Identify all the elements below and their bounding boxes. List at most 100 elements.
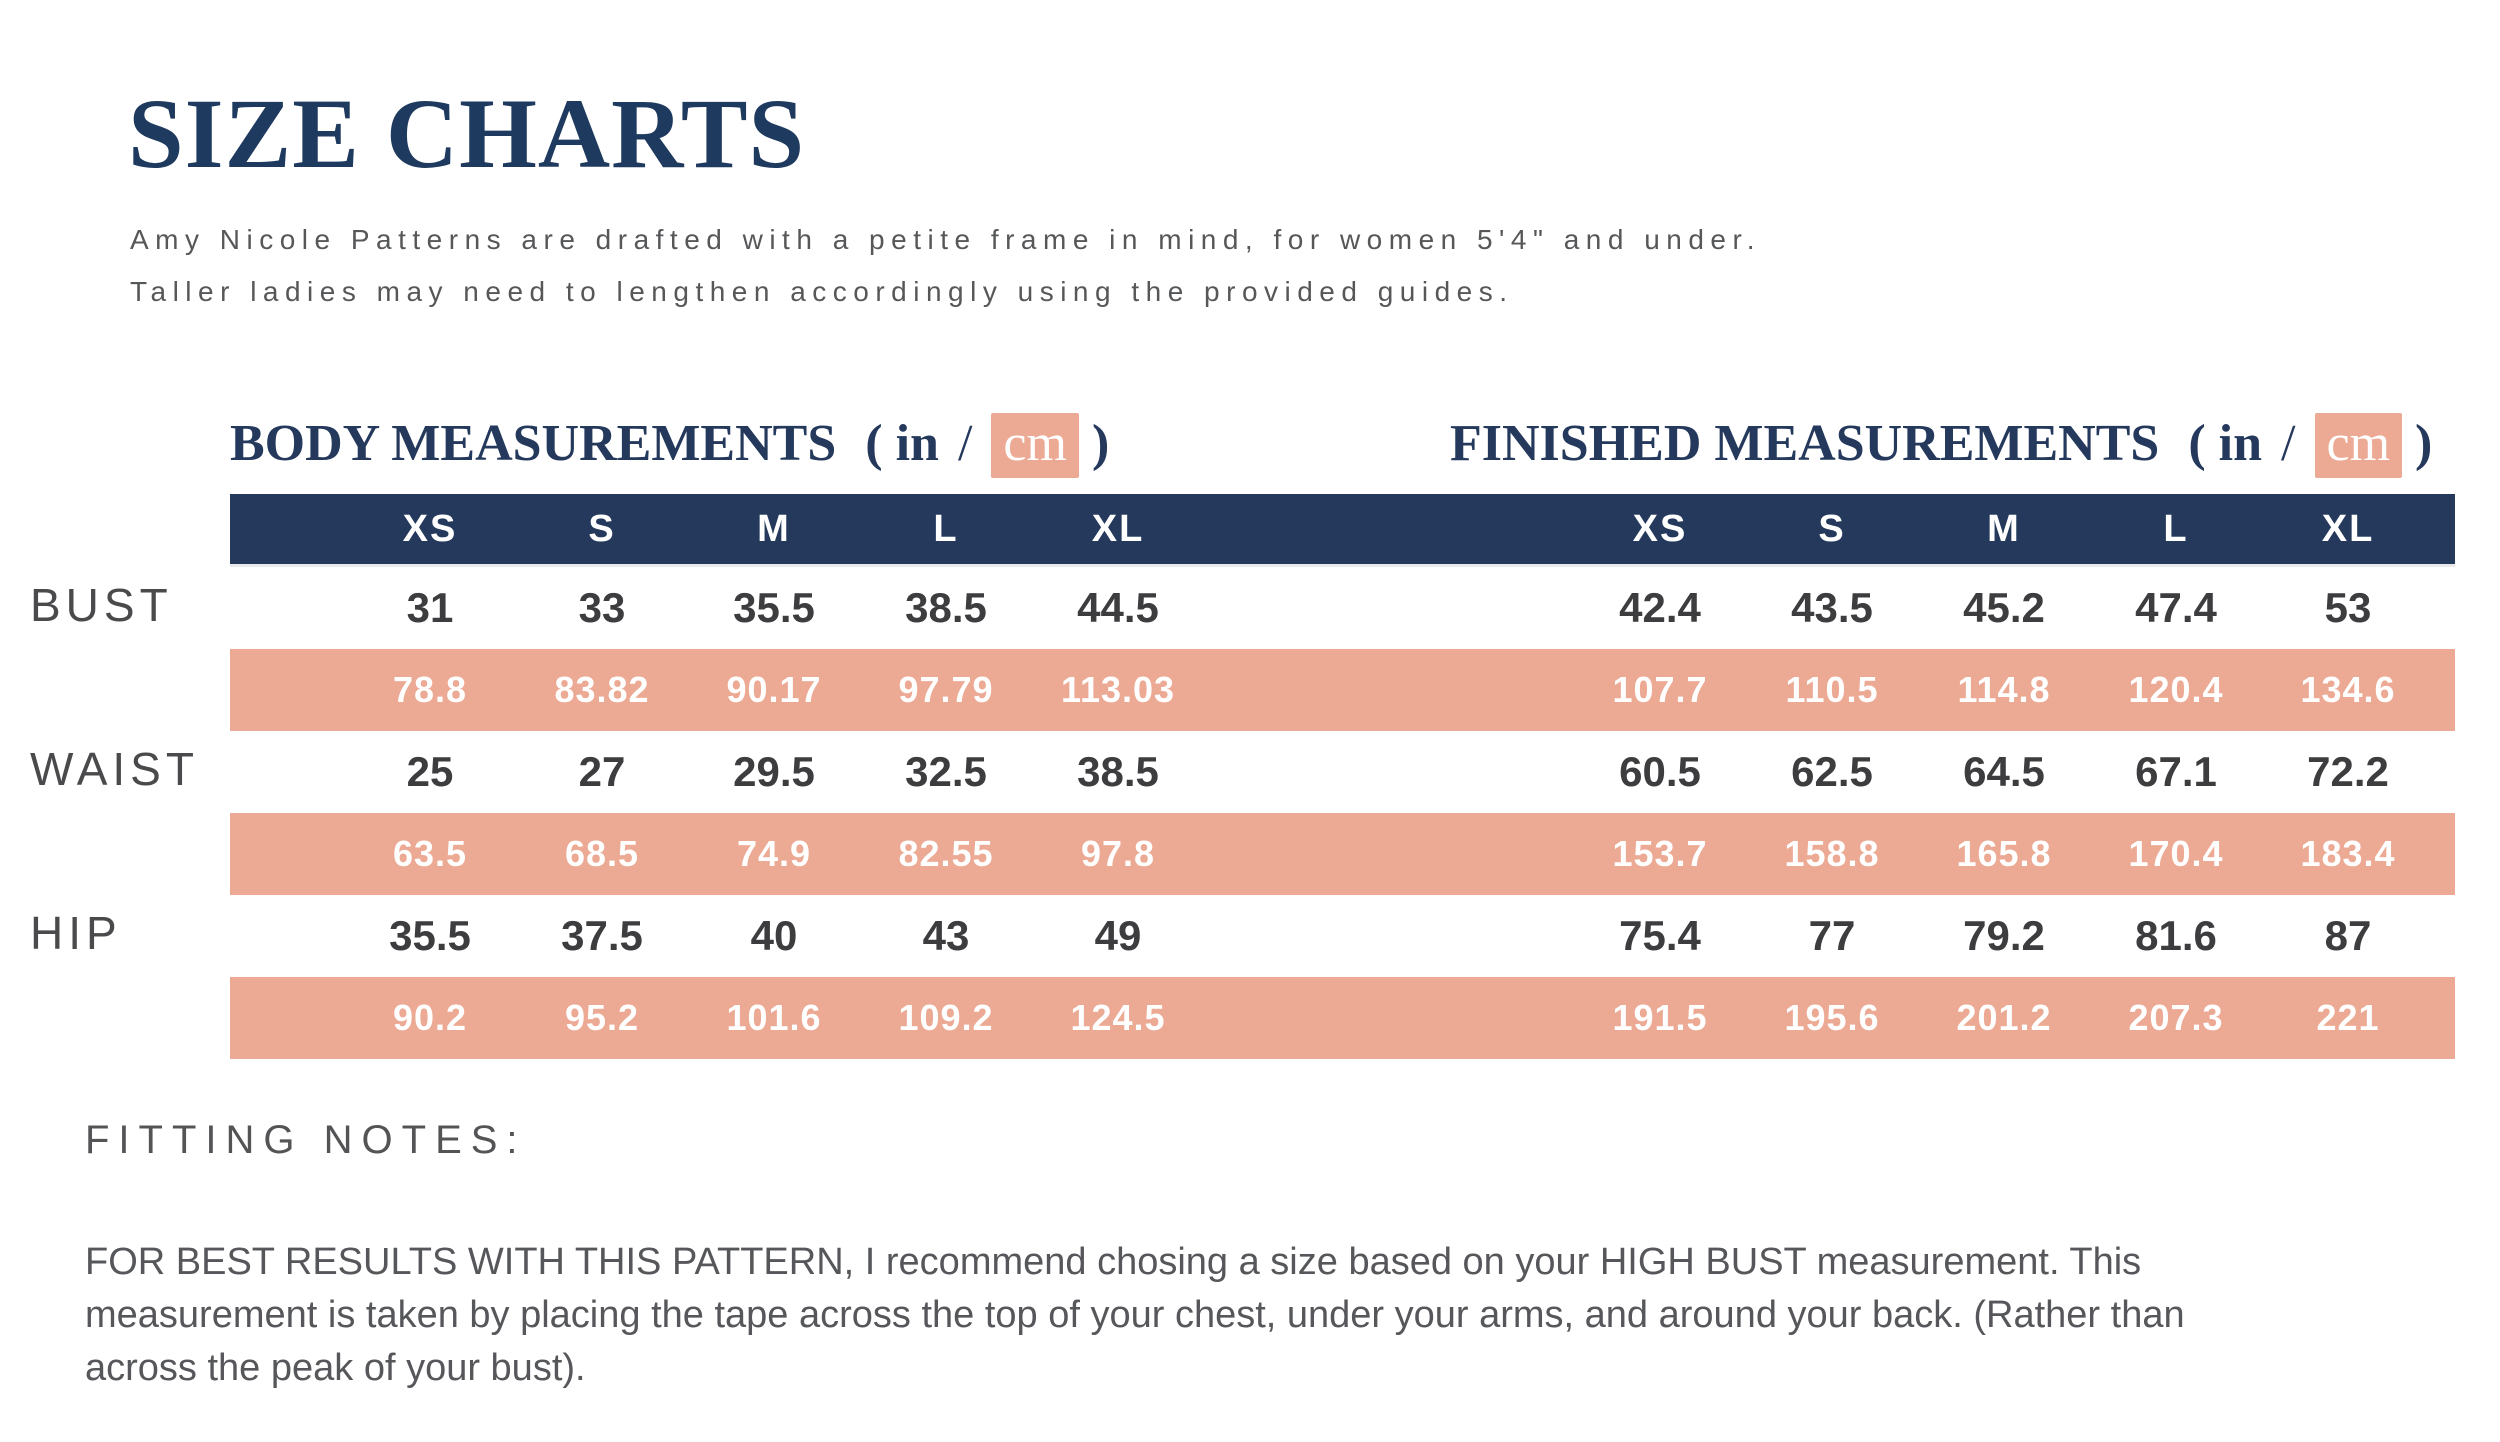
measurement-cell: 35.5 [733, 584, 815, 631]
measurement-cell: 42.4 [1619, 584, 1701, 631]
measurement-cell: 43 [922, 912, 970, 959]
unit-inches-label: in [2218, 415, 2263, 472]
measurement-cell: 114.8 [1957, 669, 2051, 710]
measurement-cell: 74.9 [736, 833, 812, 874]
measurement-cell: 97.8 [1080, 833, 1156, 874]
measurement-cell: 97.79 [898, 669, 994, 710]
paren-close: ) [2415, 415, 2433, 472]
measurement-cell: 90.17 [726, 669, 822, 710]
paren-close: ) [1091, 415, 1110, 472]
size-header-band: XS S M L XL XS S M L XL [230, 494, 2455, 567]
paren-open: ( [2188, 415, 2206, 472]
measurement-cell: 67.1 [2135, 748, 2217, 795]
size-header-s: S [588, 507, 616, 550]
subtitle-line-2: Taller ladies may need to lengthen accor… [130, 276, 1514, 307]
measurement-cell: 60.5 [1619, 748, 1701, 795]
row-label-bust: BUST [30, 579, 173, 631]
row-label-hip: HIP [30, 907, 122, 959]
unit-slash: / [2281, 415, 2296, 472]
measurement-cell: 87 [2324, 912, 2372, 959]
hip-inches-row: 35.5 37.5 40 43 49 75.4 77 79.2 81.6 87 [230, 895, 2455, 977]
measurement-cell: 124.5 [1070, 997, 1166, 1038]
measurement-cell: 82.55 [898, 833, 994, 874]
subtitle-line-1: Amy Nicole Patterns are drafted with a p… [130, 224, 1762, 255]
unit-cm-chip: cm [2314, 413, 2403, 478]
unit-cm-chip: cm [991, 413, 1079, 478]
measurement-cell: 107.7 [1612, 669, 1708, 710]
measurement-cell: 29.5 [733, 748, 815, 795]
measurement-cell: 43.5 [1791, 584, 1873, 631]
fitting-notes-heading: FITTING NOTES: [85, 1118, 527, 1162]
finished-measurements-heading-text: FINISHED MEASUREMENTS [1450, 415, 2160, 472]
measurement-cell: 101.6 [726, 997, 822, 1038]
measurement-cell: 62.5 [1791, 748, 1873, 795]
size-chart-table: XS S M L XL XS S M L XL 31 33 35.5 38.5 … [230, 494, 2455, 1059]
measurement-cell: 170.4 [2128, 833, 2224, 874]
measurement-cell: 120.4 [2128, 669, 2224, 710]
measurement-cell: 90.2 [392, 997, 468, 1038]
measurement-cell: 64.5 [1963, 748, 2045, 795]
measurement-cell: 77 [1808, 912, 1856, 959]
measurement-cell: 47.4 [2135, 584, 2217, 631]
body-measurements-heading: BODY MEASUREMENTS ( in / cm ) [230, 413, 1110, 478]
measurement-cell: 134.6 [2300, 669, 2396, 710]
measurement-cell: 95.2 [564, 997, 640, 1038]
measurement-cell: 221 [2316, 997, 2380, 1038]
size-header-l: L [2163, 507, 2189, 550]
measurement-cell: 113.03 [1060, 669, 1176, 710]
measurement-cell: 191.5 [1612, 997, 1708, 1038]
measurement-cell: 38.5 [905, 584, 987, 631]
fitting-notes-paragraph: FOR BEST RESULTS WITH THIS PATTERN, I re… [85, 1241, 2185, 1389]
measurement-cell: 110.5 [1785, 669, 1879, 710]
measurement-cell: 53 [2324, 584, 2372, 631]
row-label-waist: WAIST [30, 743, 199, 795]
measurement-cell: 72.2 [2307, 748, 2389, 795]
waist-cm-row: 63.5 68.5 74.9 82.55 97.8 153.7 158.8 16… [230, 813, 2455, 895]
measurement-cell: 32.5 [905, 748, 987, 795]
measurement-cell: 37.5 [561, 912, 643, 959]
measurement-cell: 68.5 [564, 833, 640, 874]
size-header-xs: XS [1632, 507, 1688, 550]
measurement-cell: 44.5 [1077, 584, 1159, 631]
measurement-cell: 78.8 [392, 669, 468, 710]
measurement-cell: 79.2 [1963, 912, 2045, 959]
waist-inches-row: 25 27 29.5 32.5 38.5 60.5 62.5 64.5 67.1… [230, 731, 2455, 813]
measurement-cell: 201.2 [1956, 997, 2052, 1038]
measurement-cell: 38.5 [1077, 748, 1159, 795]
page-title: SIZE CHARTS [128, 78, 806, 189]
bust-inches-row: 31 33 35.5 38.5 44.5 42.4 43.5 45.2 47.4… [230, 567, 2455, 649]
measurement-cell: 63.5 [392, 833, 468, 874]
size-header-xl: XL [1091, 507, 1145, 550]
unit-inches-label: in [895, 415, 939, 472]
size-header-xl: XL [2321, 507, 2375, 550]
measurement-cell: 33 [578, 584, 626, 631]
measurement-cell: 183.4 [2300, 833, 2396, 874]
paren-open: ( [865, 415, 883, 472]
unit-slash: / [957, 415, 973, 472]
size-header-xs: XS [402, 507, 458, 550]
measurement-cell: 83.82 [554, 669, 650, 710]
measurement-cell: 195.6 [1784, 997, 1880, 1038]
measurement-cell: 35.5 [389, 912, 471, 959]
measurement-cell: 31 [406, 584, 454, 631]
hip-cm-row: 90.2 95.2 101.6 109.2 124.5 191.5 195.6 … [230, 977, 2455, 1059]
measurement-cell: 81.6 [2135, 912, 2217, 959]
body-measurements-heading-text: BODY MEASUREMENTS [230, 415, 837, 472]
finished-measurements-heading: FINISHED MEASUREMENTS ( in / cm ) [1450, 413, 2433, 478]
measurement-cell: 49 [1094, 912, 1142, 959]
measurement-cell: 25 [406, 748, 454, 795]
bust-cm-row: 78.8 83.82 90.17 97.79 113.03 107.7 110.… [230, 649, 2455, 731]
size-header-m: M [757, 507, 791, 550]
measurement-cell: 45.2 [1963, 584, 2045, 631]
size-header-m: M [1987, 507, 2021, 550]
measurement-cell: 109.2 [898, 997, 994, 1038]
measurement-cell: 27 [578, 748, 626, 795]
size-header-s: S [1818, 507, 1846, 550]
page-subtitle: Amy Nicole Patterns are drafted with a p… [130, 214, 1761, 318]
measurement-cell: 40 [750, 912, 798, 959]
size-header-l: L [933, 507, 959, 550]
measurement-cell: 207.3 [2128, 997, 2224, 1038]
measurement-cell: 153.7 [1612, 833, 1708, 874]
measurement-cell: 75.4 [1619, 912, 1701, 959]
measurement-cell: 158.8 [1784, 833, 1880, 874]
